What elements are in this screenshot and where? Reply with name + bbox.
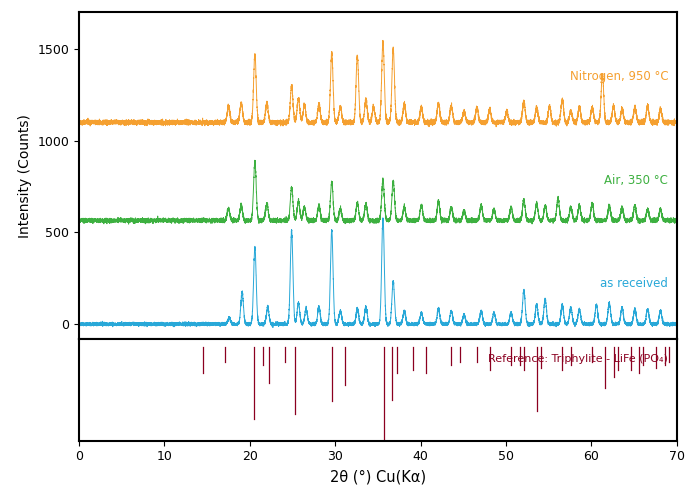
- Text: Nitrogen, 950 °C: Nitrogen, 950 °C: [570, 70, 668, 83]
- Text: Reference: Triphylite - LiFe (PO₄): Reference: Triphylite - LiFe (PO₄): [488, 355, 668, 365]
- Y-axis label: Intensity (Counts): Intensity (Counts): [18, 114, 32, 238]
- X-axis label: 2θ (°) Cu(Kα): 2θ (°) Cu(Kα): [330, 469, 426, 484]
- Text: as received: as received: [600, 277, 668, 290]
- Text: Air, 350 °C: Air, 350 °C: [605, 174, 668, 187]
